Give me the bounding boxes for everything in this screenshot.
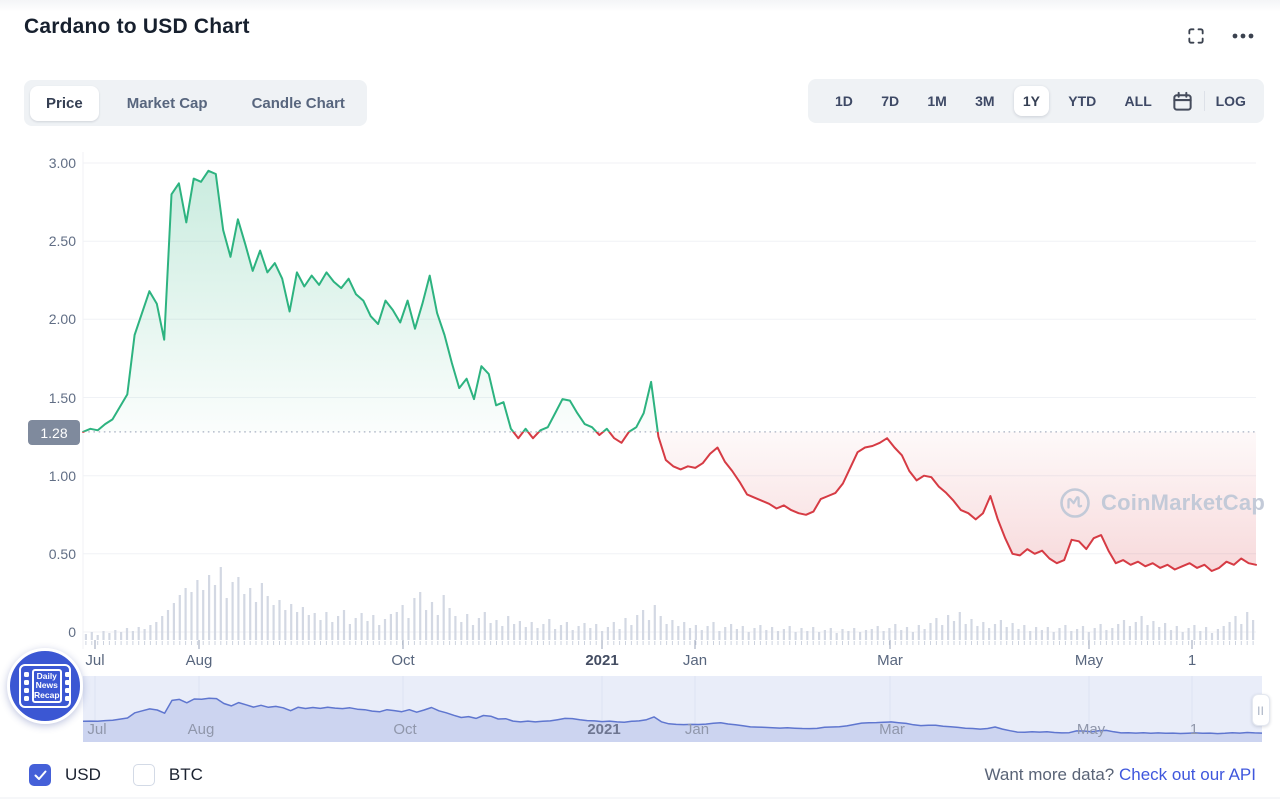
bottom-divider xyxy=(0,797,1280,799)
price-line-down xyxy=(82,431,1257,572)
api-prompt: Want more data? Check out our API xyxy=(984,765,1256,784)
axis-minor-ticks xyxy=(85,641,1254,645)
chart-type-tabs: Price Market Cap Candle Chart xyxy=(24,80,367,126)
range-1d[interactable]: 1D xyxy=(835,93,853,109)
navigator-resize-handle[interactable]: || xyxy=(1252,694,1270,726)
usd-checkbox[interactable] xyxy=(29,764,51,786)
more-options-icon[interactable] xyxy=(1232,33,1254,39)
header-actions xyxy=(1186,26,1254,46)
range-ytd[interactable]: YTD xyxy=(1068,93,1097,109)
price-area-down xyxy=(83,431,1256,571)
price-line-up xyxy=(82,169,659,432)
range-1y[interactable]: 1Y xyxy=(1013,86,1049,116)
range-all[interactable]: ALL xyxy=(1124,93,1152,109)
currency-toggles: USD BTC xyxy=(29,764,203,786)
btc-toggle[interactable]: BTC xyxy=(132,764,203,786)
range-3m[interactable]: 3M xyxy=(975,93,995,109)
btc-label: BTC xyxy=(168,765,203,784)
daily-news-recap-badge[interactable]: Daily News Recap xyxy=(7,648,83,724)
toolbar-divider xyxy=(1204,91,1206,111)
calendar-icon[interactable] xyxy=(1171,90,1194,113)
range-toolbar: 1D 7D 1M 3M 1Y YTD ALL LOG xyxy=(808,79,1264,123)
filmstrip-icon: Daily News Recap xyxy=(19,664,71,708)
baseline-price-badge: 1.28 xyxy=(28,420,80,445)
price-area-up xyxy=(83,170,658,432)
volume-bars xyxy=(84,567,1255,640)
api-link[interactable]: Check out our API xyxy=(1118,765,1256,784)
usd-toggle[interactable]: USD xyxy=(29,764,101,786)
log-scale-toggle[interactable]: LOG xyxy=(1215,93,1246,109)
usd-label: USD xyxy=(65,765,101,784)
tab-market-cap[interactable]: Market Cap xyxy=(126,94,208,112)
range-1m[interactable]: 1M xyxy=(927,93,947,109)
tab-price[interactable]: Price xyxy=(30,85,99,121)
tab-candle-chart[interactable]: Candle Chart xyxy=(251,94,345,112)
range-7d[interactable]: 7D xyxy=(881,93,900,109)
fullscreen-icon[interactable] xyxy=(1186,26,1206,46)
page-title: Cardano to USD Chart xyxy=(24,15,250,38)
btc-checkbox[interactable] xyxy=(132,764,155,786)
axis-major-ticks xyxy=(94,640,1193,649)
navigator[interactable] xyxy=(82,676,1263,742)
